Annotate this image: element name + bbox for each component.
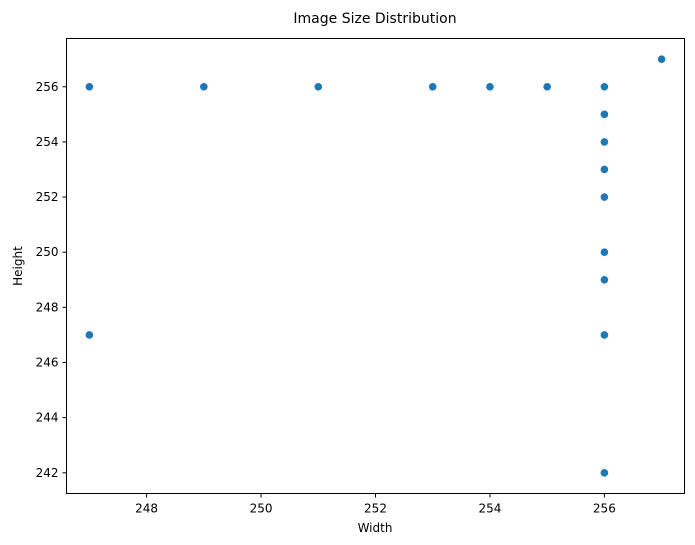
scatter-point <box>542 82 552 92</box>
y-tick-label: 244 <box>36 411 59 425</box>
x-tick-label: 250 <box>250 502 273 516</box>
x-axis: 248 250 252 254 256 <box>135 493 616 516</box>
y-tick-label: 248 <box>36 300 59 314</box>
plot-frame <box>66 38 685 494</box>
scatter-point <box>599 109 609 119</box>
x-axis-label: Width <box>358 521 393 535</box>
scatter-point <box>199 82 209 92</box>
scatter-point <box>599 82 609 92</box>
scatter-point <box>599 192 609 202</box>
x-tick-label: 248 <box>135 502 158 516</box>
scatter-point <box>428 82 438 92</box>
x-tick-label: 252 <box>364 502 387 516</box>
scatter-point <box>657 54 667 64</box>
scatter-point <box>599 247 609 257</box>
scatter-point <box>599 164 609 175</box>
scatter-point <box>313 82 323 92</box>
scatter-point <box>599 275 609 285</box>
y-axis: 242 244 246 248 250 252 254 256 <box>36 80 67 480</box>
y-tick-label: 242 <box>36 466 59 480</box>
chart-title: Image Size Distribution <box>293 11 456 27</box>
scatter-point <box>485 82 495 92</box>
data-points <box>84 54 667 478</box>
x-tick-label: 256 <box>593 502 616 516</box>
scatter-point <box>84 82 94 92</box>
y-tick-label: 246 <box>36 356 59 370</box>
y-tick-label: 256 <box>36 80 59 94</box>
scatter-point <box>599 468 609 478</box>
scatter-point <box>599 137 609 147</box>
x-tick-label: 254 <box>478 502 501 516</box>
y-tick-label: 250 <box>36 245 59 259</box>
y-tick-label: 252 <box>36 190 59 204</box>
y-tick-label: 254 <box>36 135 59 149</box>
scatter-point <box>84 330 94 340</box>
y-axis-label: Height <box>11 246 25 286</box>
scatter-point <box>599 330 609 340</box>
